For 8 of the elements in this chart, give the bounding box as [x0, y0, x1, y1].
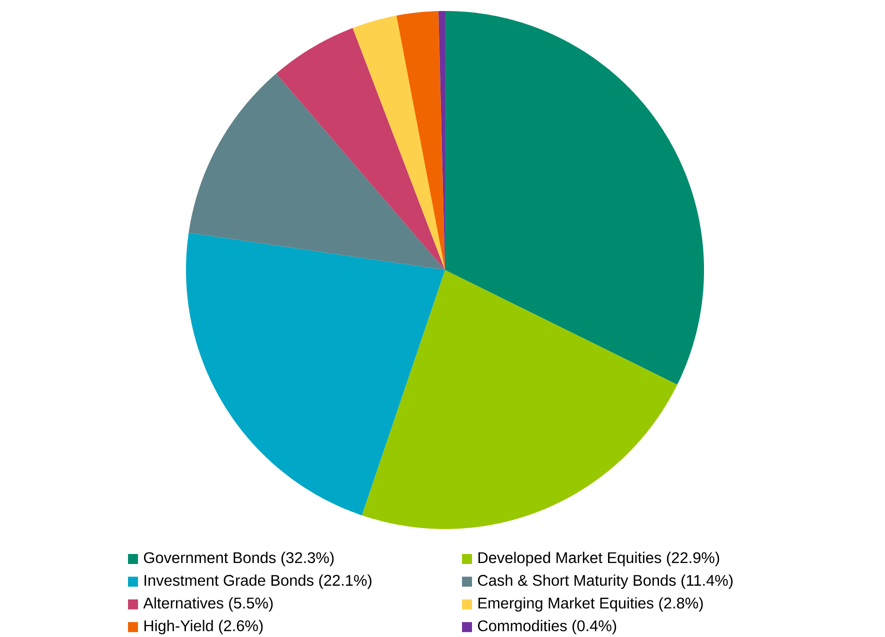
legend-label: Cash & Short Maturity Bonds (11.4%): [478, 574, 733, 589]
legend-label: Emerging Market Equities (2.8%): [478, 597, 703, 612]
legend-label: Alternatives (5.5%): [143, 597, 273, 612]
legend-label: Commodities (0.4%): [478, 620, 616, 634]
legend-label: Government Bonds (32.3%): [144, 552, 334, 566]
legend-label: Investment Grade Bonds (22.1%): [144, 574, 372, 589]
legend-label: High-Yield (2.6%): [144, 620, 263, 634]
legend-label: Developed Market Equities (22.9%): [478, 552, 720, 566]
